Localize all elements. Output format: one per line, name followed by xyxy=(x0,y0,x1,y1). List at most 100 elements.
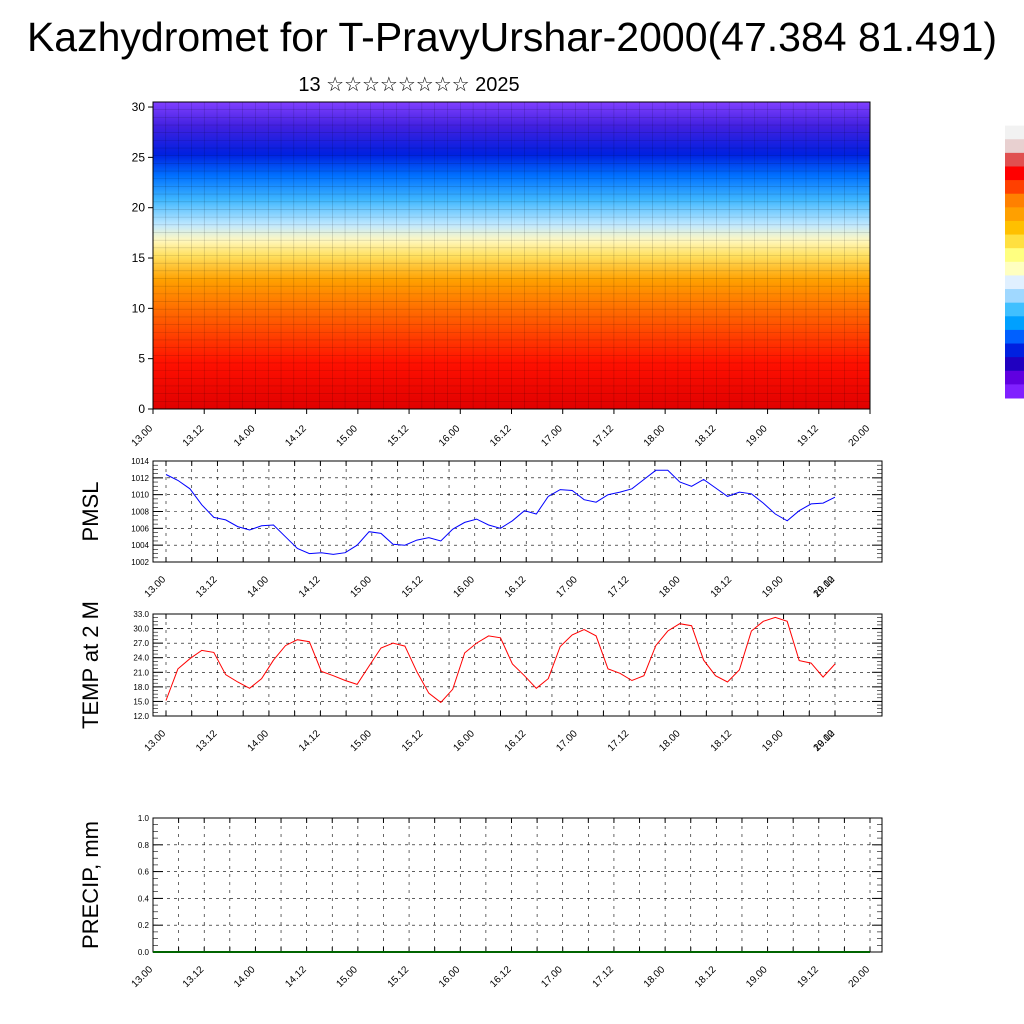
x-tick-label: 15.12 xyxy=(386,423,412,449)
y-tick-label: 0.0 xyxy=(138,948,150,957)
y-axis-label: TEMP at 2 M xyxy=(78,601,103,729)
x-tick-label: 14.00 xyxy=(246,728,272,754)
x-tick-label: 17.12 xyxy=(591,964,617,990)
temp-panel: 12.0 15.0 18.0 21.0 24.0 27.0 30.0 33.0 13.00 13.… xyxy=(78,601,883,754)
x-tick-label: 17.00 xyxy=(539,964,565,990)
y-tick-label: 0 xyxy=(138,402,145,416)
panel-frame xyxy=(152,817,883,953)
y-tick-label: 1012 xyxy=(131,474,149,483)
x-tick-label: 19.00 xyxy=(744,423,770,449)
x-tick-label: 16.12 xyxy=(503,728,529,754)
colorbar-swatch xyxy=(1005,125,1024,140)
y-tick-label: 1002 xyxy=(131,558,149,567)
x-tick-label: 18.00 xyxy=(657,728,683,754)
colorbar-swatch xyxy=(1005,180,1024,195)
x-tick-label: 15.00 xyxy=(335,423,361,449)
x-tick-label: 18.00 xyxy=(642,423,668,449)
x-tick-label: 19.00 xyxy=(744,964,770,990)
chart-subtitle: 13 ☆☆☆☆☆☆☆☆ 2025 xyxy=(298,74,520,96)
y-tick-label: 1004 xyxy=(131,541,149,550)
y-tick-label: 25 xyxy=(132,150,146,164)
x-tick-label: 14.12 xyxy=(297,574,323,600)
y-tick-label: 21.0 xyxy=(133,668,149,677)
colorbar-swatch xyxy=(1005,289,1024,304)
x-tick-label: 13.00 xyxy=(143,574,169,600)
series-line xyxy=(165,616,836,704)
y-tick-label: 15 xyxy=(132,251,146,265)
x-tick-label: 17.00 xyxy=(554,574,580,600)
y-tick-label: 1014 xyxy=(131,457,149,466)
x-tick-label: 19.12 xyxy=(795,423,821,449)
y-tick-label: 1006 xyxy=(131,524,149,533)
colorbar-swatch xyxy=(1005,234,1024,249)
x-tick-label: 15.00 xyxy=(348,574,374,600)
y-tick-label: 24.0 xyxy=(133,654,149,663)
y-tick-label: 12.0 xyxy=(133,712,149,721)
x-tick-label: 18.12 xyxy=(693,423,719,449)
x-tick-label: 16.12 xyxy=(503,574,529,600)
x-tick-label: 16.00 xyxy=(451,574,477,600)
series-line xyxy=(165,469,836,555)
panel-frame xyxy=(152,613,883,717)
cross-section-field xyxy=(153,102,870,409)
y-tick-label: 0.8 xyxy=(138,841,150,850)
colorbar-swatch xyxy=(1005,152,1024,167)
x-tick-label: 20.00 xyxy=(847,423,873,449)
y-tick-label: 27.0 xyxy=(133,639,149,648)
x-tick-label: 15.00 xyxy=(348,728,374,754)
y-tick-label: 15.0 xyxy=(133,697,149,706)
y-tick-label: 0.4 xyxy=(138,894,150,903)
x-tick-label: 15.12 xyxy=(400,728,426,754)
x-tick-label: 13.00 xyxy=(130,964,156,990)
x-tick-label: 15.12 xyxy=(400,574,426,600)
x-tick-label: 14.12 xyxy=(283,423,309,449)
x-tick-label: 15.12 xyxy=(386,964,412,990)
x-tick-label: 18.00 xyxy=(642,964,668,990)
precip-panel: 0.0 0.2 0.4 0.6 0.8 1.0 13.00 13.12 14.00 14.12 15… xyxy=(78,814,883,990)
x-tick-label: 13.00 xyxy=(143,728,169,754)
y-tick-label: 1008 xyxy=(131,508,149,517)
y-tick-label: 1.0 xyxy=(138,814,150,823)
y-tick-label: 30.0 xyxy=(133,625,149,634)
x-tick-label: 13.12 xyxy=(181,423,207,449)
x-tick-label: 13.00 xyxy=(130,423,156,449)
cross-section-panel: 13.00 13.12 14.00 14.12 15.00 15.12 16.00 16.12… xyxy=(130,100,873,449)
y-tick-label: 0.2 xyxy=(138,921,150,930)
x-tick-label: 16.00 xyxy=(437,423,463,449)
colorbar-swatch xyxy=(1005,357,1024,372)
colorbar-swatch xyxy=(1005,112,1024,127)
y-tick-label: 20 xyxy=(132,201,146,215)
x-tick-label: 16.12 xyxy=(488,964,514,990)
colorbar-swatch xyxy=(1005,166,1024,181)
y-tick-label: 18.0 xyxy=(133,683,149,692)
x-tick-label: 16.00 xyxy=(451,728,477,754)
x-tick-label: 13.12 xyxy=(181,964,207,990)
y-tick-label: 0.6 xyxy=(138,868,150,877)
x-tick-label: 17.00 xyxy=(554,728,580,754)
x-tick-label: 20.00 xyxy=(847,964,873,990)
x-tick-label: 17.00 xyxy=(539,423,565,449)
chart-title: Kazhydromet for T-PravyUrshar-2000(47.38… xyxy=(26,14,998,60)
x-tick-label: 13.12 xyxy=(194,574,220,600)
y-tick-label: 5 xyxy=(138,352,145,366)
y-tick-label: 1010 xyxy=(131,491,149,500)
y-tick-label: 30 xyxy=(132,100,146,114)
colorbar-swatch xyxy=(1005,370,1024,385)
y-axis-label: PRECIP, mm xyxy=(78,821,103,949)
x-tick-label: 18.12 xyxy=(693,964,719,990)
x-tick-label: 16.12 xyxy=(488,423,514,449)
x-tick-label: 18.12 xyxy=(709,728,735,754)
colorbar-swatch xyxy=(1005,329,1024,345)
x-tick-label: 14.00 xyxy=(246,574,272,600)
x-tick-label: 18.00 xyxy=(657,574,683,600)
x-tick-label: 14.00 xyxy=(232,423,258,449)
x-tick-label: 17.12 xyxy=(591,423,617,449)
x-tick-label: 14.12 xyxy=(283,964,309,990)
colorbar-swatch xyxy=(1005,139,1024,154)
x-tick-label: 19.00 xyxy=(760,728,786,754)
x-tick-label: 15.00 xyxy=(335,964,361,990)
y-tick-label: 10 xyxy=(132,301,146,315)
colorbar-swatch xyxy=(1005,207,1024,222)
pmsl-panel: 1002 1004 1006 1008 1010 1012 1014 13.00 13.12 14… xyxy=(78,457,883,600)
